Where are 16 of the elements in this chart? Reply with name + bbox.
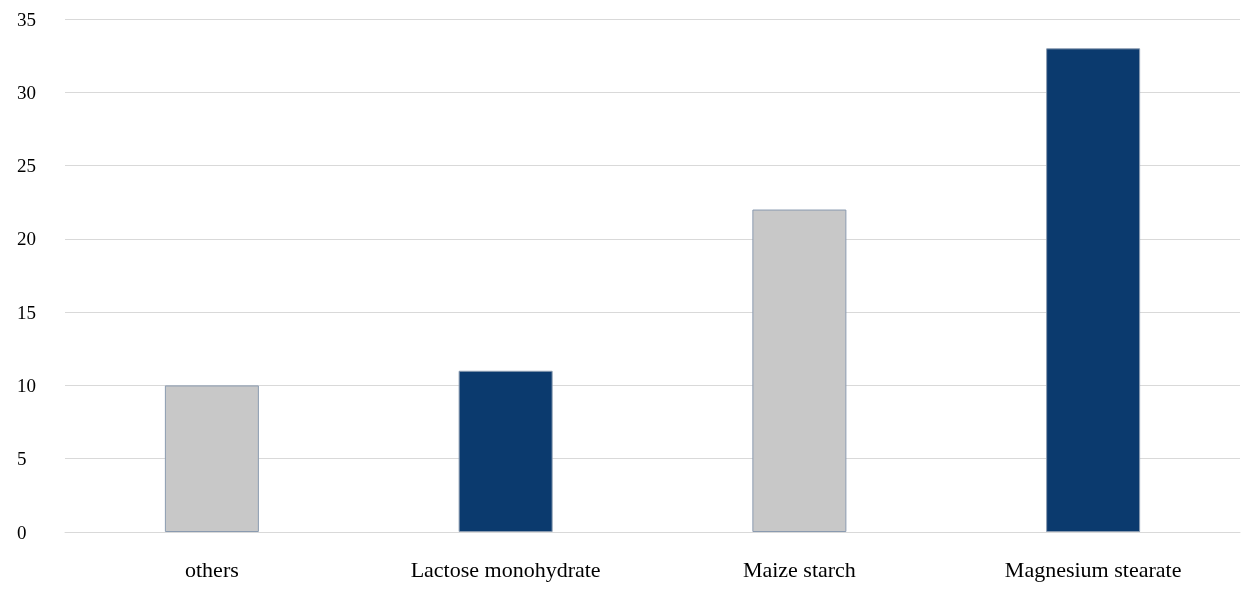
x-tick-label: others (184, 556, 239, 582)
x-tick-label: Maize starch (742, 556, 856, 582)
bar (752, 209, 847, 532)
y-tick-label: 15 (17, 301, 36, 323)
y-tick-label: 5 (17, 448, 27, 470)
x-tick-label: Lactose monohydrate (410, 556, 601, 582)
bar (1046, 48, 1141, 532)
y-tick-label: 35 (17, 8, 36, 30)
bar (164, 385, 259, 532)
bar (458, 370, 553, 532)
y-tick-label: 0 (17, 521, 27, 543)
y-tick-label: 20 (17, 228, 36, 250)
y-tick-label: 30 (17, 81, 36, 103)
y-tick-label: 10 (17, 374, 36, 396)
y-tick-label: 25 (17, 155, 36, 177)
x-tick-label: Magnesium stearate (1004, 556, 1182, 582)
